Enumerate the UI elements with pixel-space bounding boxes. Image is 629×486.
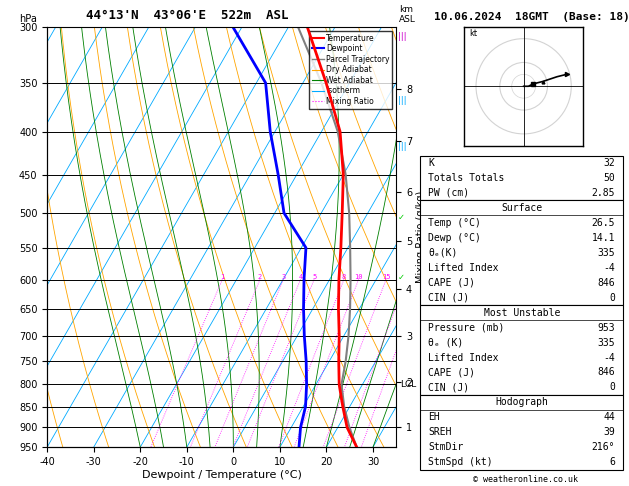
Text: CAPE (J): CAPE (J): [428, 367, 476, 378]
Text: 335: 335: [598, 248, 615, 258]
Text: Most Unstable: Most Unstable: [484, 308, 560, 318]
Text: -4: -4: [603, 352, 615, 363]
Text: hPa: hPa: [19, 14, 36, 24]
Text: 953: 953: [598, 323, 615, 332]
Text: 5: 5: [312, 274, 316, 279]
Y-axis label: Mixing Ratio (g/kg): Mixing Ratio (g/kg): [416, 191, 426, 283]
Text: 15: 15: [382, 274, 390, 279]
Text: 50: 50: [603, 173, 615, 183]
Text: 26.5: 26.5: [592, 218, 615, 228]
Text: CIN (J): CIN (J): [428, 382, 469, 392]
Text: 3: 3: [281, 274, 286, 279]
Text: 39: 39: [603, 427, 615, 437]
Text: 10.06.2024  18GMT  (Base: 18): 10.06.2024 18GMT (Base: 18): [433, 12, 629, 22]
Text: SREH: SREH: [428, 427, 452, 437]
Text: EH: EH: [428, 412, 440, 422]
Text: θₑ (K): θₑ (K): [428, 338, 464, 347]
Text: 846: 846: [598, 278, 615, 288]
Text: |||: |||: [398, 142, 406, 152]
Text: 0: 0: [610, 382, 615, 392]
Text: 2.85: 2.85: [592, 188, 615, 198]
Text: Temp (°C): Temp (°C): [428, 218, 481, 228]
Text: Surface: Surface: [501, 203, 542, 213]
Bar: [420, 200, 623, 305]
X-axis label: Dewpoint / Temperature (°C): Dewpoint / Temperature (°C): [142, 469, 302, 480]
Bar: [420, 305, 623, 395]
Text: 14.1: 14.1: [592, 233, 615, 243]
Text: θₑ(K): θₑ(K): [428, 248, 458, 258]
Text: ✓: ✓: [398, 273, 404, 281]
Text: Pressure (mb): Pressure (mb): [428, 323, 504, 332]
Text: 44°13'N  43°06'E  522m  ASL: 44°13'N 43°06'E 522m ASL: [86, 9, 288, 22]
Text: Lifted Index: Lifted Index: [428, 352, 499, 363]
Bar: [420, 395, 623, 469]
Text: 10: 10: [354, 274, 363, 279]
Text: 846: 846: [598, 367, 615, 378]
Text: CAPE (J): CAPE (J): [428, 278, 476, 288]
Text: Dewp (°C): Dewp (°C): [428, 233, 481, 243]
Text: -4: -4: [603, 263, 615, 273]
Text: 44: 44: [603, 412, 615, 422]
Text: 2: 2: [258, 274, 262, 279]
Text: CIN (J): CIN (J): [428, 293, 469, 303]
Text: StmSpd (kt): StmSpd (kt): [428, 457, 493, 467]
Text: PW (cm): PW (cm): [428, 188, 469, 198]
Text: 0: 0: [610, 293, 615, 303]
Legend: Temperature, Dewpoint, Parcel Trajectory, Dry Adiabat, Wet Adiabat, Isotherm, Mi: Temperature, Dewpoint, Parcel Trajectory…: [309, 31, 392, 109]
Text: kt: kt: [469, 29, 477, 38]
Bar: [420, 156, 623, 200]
Text: 1: 1: [220, 274, 225, 279]
Text: LCL: LCL: [401, 380, 416, 389]
Text: 6: 6: [610, 457, 615, 467]
Text: 4: 4: [298, 274, 303, 279]
Text: StmDir: StmDir: [428, 442, 464, 452]
Text: Lifted Index: Lifted Index: [428, 263, 499, 273]
Text: |||: |||: [398, 96, 406, 105]
Text: km
ASL: km ASL: [399, 5, 416, 24]
Text: 8: 8: [342, 274, 346, 279]
Text: © weatheronline.co.uk: © weatheronline.co.uk: [473, 474, 577, 484]
Text: 32: 32: [603, 158, 615, 168]
Text: |||: |||: [398, 32, 406, 41]
Text: 216°: 216°: [592, 442, 615, 452]
Text: K: K: [428, 158, 434, 168]
Text: 335: 335: [598, 338, 615, 347]
Text: ✓: ✓: [398, 213, 404, 222]
Text: Totals Totals: Totals Totals: [428, 173, 504, 183]
Text: Hodograph: Hodograph: [495, 398, 548, 407]
